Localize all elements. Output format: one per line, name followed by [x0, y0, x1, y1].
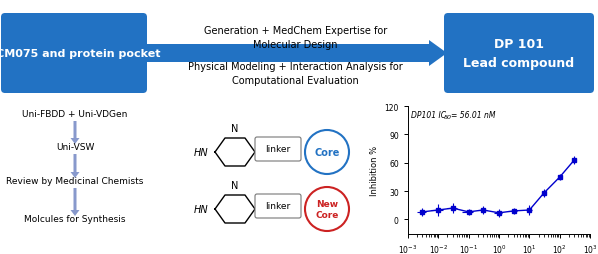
- Text: = 56.01 nM: = 56.01 nM: [451, 110, 495, 119]
- Text: Core: Core: [315, 147, 340, 157]
- Text: HN: HN: [194, 204, 208, 214]
- Circle shape: [305, 187, 349, 231]
- FancyBboxPatch shape: [255, 137, 301, 161]
- Text: New
Core: New Core: [315, 199, 338, 219]
- Text: N: N: [231, 123, 239, 133]
- Text: Review by Medicinal Chemists: Review by Medicinal Chemists: [7, 177, 144, 186]
- Text: DP101 IC: DP101 IC: [411, 110, 447, 119]
- Text: Molcules for Synthesis: Molcules for Synthesis: [25, 215, 126, 224]
- FancyArrow shape: [147, 41, 447, 67]
- Text: PCM075 and protein pocket: PCM075 and protein pocket: [0, 49, 160, 59]
- FancyArrow shape: [71, 154, 80, 178]
- Circle shape: [305, 131, 349, 174]
- FancyBboxPatch shape: [444, 14, 594, 94]
- Text: 50: 50: [443, 114, 451, 119]
- Text: Uni-VSW: Uni-VSW: [56, 143, 94, 152]
- Text: linker: linker: [266, 145, 291, 154]
- Y-axis label: Inhibition %: Inhibition %: [370, 145, 379, 195]
- Text: Physical Modeling + Interaction Analysis for
Computational Evaluation: Physical Modeling + Interaction Analysis…: [188, 62, 403, 85]
- Text: Generation + MedChem Expertise for
Molecular Design: Generation + MedChem Expertise for Molec…: [204, 26, 387, 50]
- FancyBboxPatch shape: [255, 194, 301, 218]
- Text: N: N: [231, 180, 239, 190]
- FancyBboxPatch shape: [1, 14, 147, 94]
- FancyArrow shape: [71, 121, 80, 145]
- Text: DP 101
Lead compound: DP 101 Lead compound: [463, 38, 575, 69]
- Text: HN: HN: [194, 147, 208, 157]
- FancyArrow shape: [71, 188, 80, 216]
- Text: linker: linker: [266, 202, 291, 211]
- Text: Uni-FBDD + Uni-VDGen: Uni-FBDD + Uni-VDGen: [22, 110, 128, 119]
